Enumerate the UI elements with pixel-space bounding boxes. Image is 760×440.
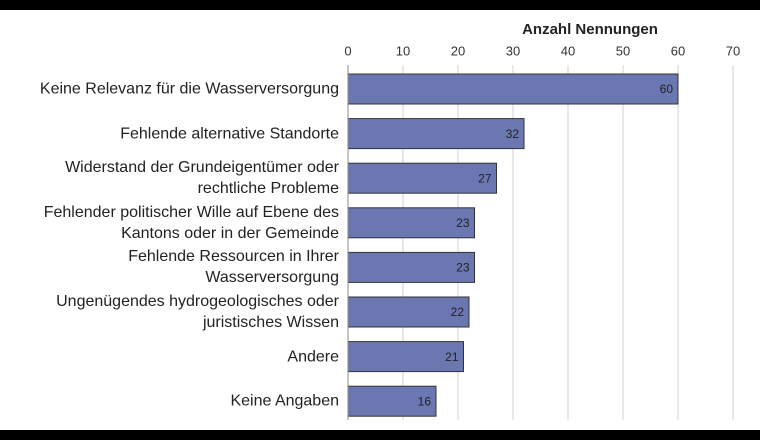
bar bbox=[347, 162, 497, 194]
category-label: Andere bbox=[287, 348, 339, 366]
value-label: 23 bbox=[456, 216, 470, 230]
category-label: Widerstand der Grundeigentümer oder rech… bbox=[65, 159, 339, 198]
x-tick-label: 10 bbox=[396, 43, 410, 58]
axis-title: Anzahl Nennungen bbox=[522, 21, 658, 38]
category-label: Fehlender politischer Wille auf Ebene de… bbox=[43, 203, 339, 242]
x-tick-label: 70 bbox=[726, 43, 740, 58]
value-label: 60 bbox=[660, 82, 674, 96]
value-label: 16 bbox=[418, 394, 432, 408]
frame-top bbox=[0, 0, 760, 10]
frame-bottom bbox=[0, 430, 760, 440]
category-label: Ungenügendes hydrogeologisches oder juri… bbox=[56, 293, 339, 331]
category-label: Keine Relevanz für die Wasserversorgung bbox=[39, 80, 339, 98]
value-label: 32 bbox=[506, 127, 520, 141]
x-tick-label: 40 bbox=[561, 43, 575, 58]
value-label: 23 bbox=[456, 261, 470, 275]
category-label: Fehlende alternative Standorte bbox=[120, 125, 339, 143]
x-tick-label: 30 bbox=[506, 43, 520, 58]
x-tick-label: 20 bbox=[451, 43, 465, 58]
category-label: Keine Angaben bbox=[230, 392, 339, 410]
value-label: 27 bbox=[478, 171, 492, 185]
value-label: 21 bbox=[445, 350, 459, 364]
bar bbox=[347, 296, 470, 328]
x-tick-label: 50 bbox=[616, 43, 630, 58]
value-label: 22 bbox=[451, 305, 465, 319]
bar bbox=[347, 385, 437, 417]
bar bbox=[347, 118, 525, 150]
x-tick-label: 0 bbox=[344, 43, 351, 58]
bar bbox=[347, 73, 679, 105]
category-label: Fehlende Ressourcen in Ihrer Wasserverso… bbox=[128, 248, 339, 287]
x-tick-label: 60 bbox=[671, 43, 685, 58]
bar bbox=[347, 207, 475, 239]
bar bbox=[347, 341, 464, 373]
